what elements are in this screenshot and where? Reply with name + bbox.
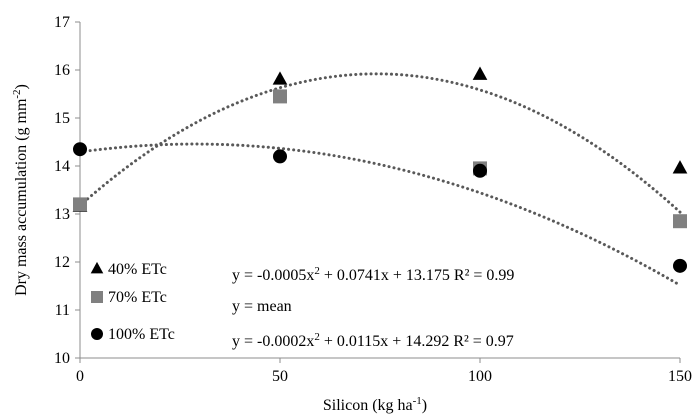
y-tick-label: 10 bbox=[54, 350, 70, 367]
x-tick-label: 50 bbox=[272, 368, 288, 385]
data-point bbox=[73, 197, 87, 212]
data-point bbox=[673, 214, 687, 229]
trendlines bbox=[78, 72, 682, 287]
equation-label: y = mean bbox=[232, 298, 292, 315]
legend-label: 100% ETc bbox=[108, 326, 175, 343]
y-axis-title: Dry mass accumulation (g mm-2) bbox=[11, 84, 30, 296]
equation-label: y = -0.0005x2 + 0.0741x + 13.175 R² = 0.… bbox=[232, 265, 514, 284]
data-point bbox=[272, 71, 288, 85]
y-tick-label: 15 bbox=[54, 110, 70, 127]
y-tick-label: 16 bbox=[54, 62, 70, 79]
legend-label: 40% ETc bbox=[108, 261, 167, 278]
data-point bbox=[673, 258, 687, 273]
x-tick-label: 0 bbox=[76, 368, 84, 385]
legend-marker bbox=[90, 261, 104, 274]
data-point bbox=[73, 142, 87, 157]
y-tick-label: 14 bbox=[54, 158, 70, 175]
data-point bbox=[672, 160, 688, 174]
data-points bbox=[72, 66, 688, 273]
legend: 40% ETc 70% ETc 100% ETc bbox=[90, 261, 175, 343]
data-point bbox=[273, 89, 287, 104]
x-tick-label: 150 bbox=[668, 368, 692, 385]
legend-marker bbox=[91, 291, 103, 303]
trendline-2 bbox=[78, 142, 682, 287]
legend-label: 70% ETc bbox=[108, 289, 167, 306]
x-axis-title: Silicon (kg ha-1) bbox=[323, 395, 427, 414]
equation-label: y = -0.0002x2 + 0.0115x + 14.292 R² = 0.… bbox=[232, 331, 514, 350]
x-tick-label: 100 bbox=[468, 368, 492, 385]
axes: 10 11 12 13 14 15 16 17 0 50 100 150 bbox=[54, 14, 692, 385]
data-point bbox=[273, 149, 287, 164]
equations: y = -0.0005x2 + 0.0741x + 13.175 R² = 0.… bbox=[232, 265, 514, 350]
trendline-0 bbox=[78, 72, 682, 214]
y-tick-label: 17 bbox=[54, 14, 70, 31]
y-tick-label: 11 bbox=[55, 302, 70, 319]
data-point bbox=[472, 66, 488, 80]
data-point bbox=[473, 163, 487, 178]
legend-marker bbox=[91, 328, 103, 340]
y-tick-label: 12 bbox=[54, 254, 70, 271]
y-tick-label: 13 bbox=[54, 206, 70, 223]
